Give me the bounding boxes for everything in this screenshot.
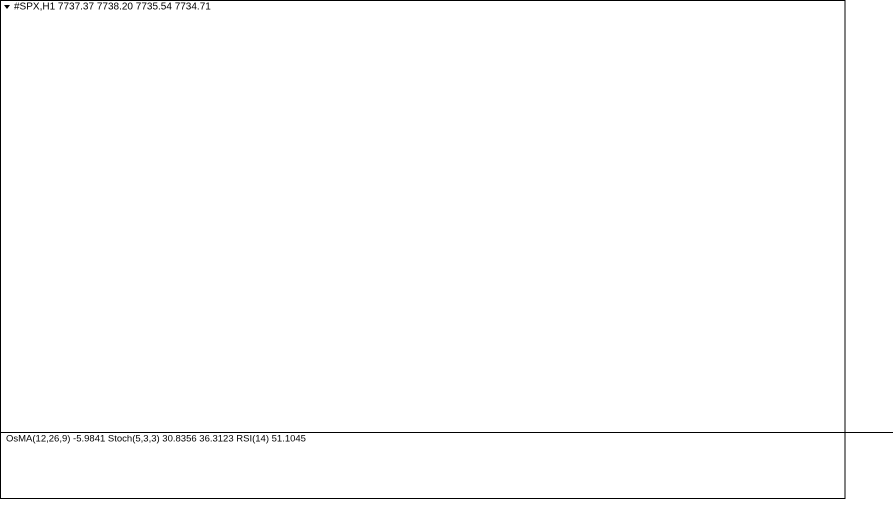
header-arrow — [4, 5, 10, 9]
chart-header: #SPX,H1 7737.37 7738.20 7735.54 7734.71 — [14, 2, 211, 13]
plot-frame — [0, 0, 846, 499]
indicator-label: OsMA(12,26,9) -5.9841 Stoch(5,3,3) 30.83… — [6, 434, 306, 445]
